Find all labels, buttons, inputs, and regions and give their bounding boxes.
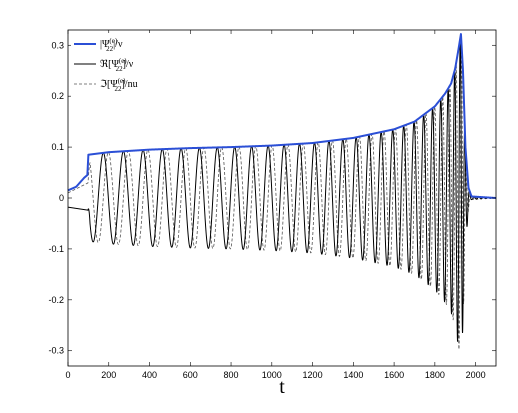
legend-sub: 22 xyxy=(116,65,124,73)
legend-post: ]/ν xyxy=(123,59,134,70)
legend-sup: (e) xyxy=(119,57,127,65)
series-line-imag xyxy=(67,41,497,350)
series-line-real xyxy=(67,38,497,342)
legend-post: ]/nu xyxy=(121,79,137,90)
legend-sup: (e) xyxy=(109,37,117,45)
legend-pre: |Ψ xyxy=(100,39,110,50)
y-axis-ticks: -0.3 -0.2 -0.1 0 0.1 0.2 0.3 xyxy=(48,40,496,356)
x-tick-label: 200 xyxy=(101,370,116,380)
x-axis-ticks: 0 200 400 600 800 1000 1200 1400 1600 1800 2000 xyxy=(65,30,486,380)
y-tick-label: 0 xyxy=(59,193,64,203)
legend-pre: ℑ[Ψ xyxy=(100,79,118,90)
x-axis-label: t xyxy=(279,376,285,398)
legend-sub: 22 xyxy=(106,45,114,53)
legend-entry-imag: ℑ[Ψ(e) 22]/nu xyxy=(100,77,138,93)
legend-entry-amplitude: |Ψ(e) 22|/ν xyxy=(100,37,123,53)
series-line-amplitude xyxy=(67,33,497,199)
x-tick-label: 1400 xyxy=(343,370,363,380)
legend-pre: ℜ[Ψ xyxy=(100,59,119,70)
legend-post: |/ν xyxy=(113,39,123,50)
x-tick-label: 600 xyxy=(183,370,198,380)
x-tick-label: 0 xyxy=(65,370,70,380)
x-tick-label: 400 xyxy=(142,370,157,380)
x-tick-label: 1000 xyxy=(262,370,282,380)
legend-sub: 22 xyxy=(114,85,122,93)
x-tick-label: 1600 xyxy=(384,370,404,380)
y-tick-label: -0.2 xyxy=(48,295,64,305)
y-tick-label: 0.1 xyxy=(51,142,64,152)
legend: |Ψ(e) 22|/νℜ[Ψ(e) 22]/νℑ[Ψ(e) 22]/nu xyxy=(71,33,175,99)
legend-entry-real: ℜ[Ψ(e) 22]/ν xyxy=(100,57,134,73)
x-tick-label: 1800 xyxy=(425,370,445,380)
y-tick-label: 0.2 xyxy=(51,91,64,101)
legend-sup: (e) xyxy=(118,77,126,85)
y-tick-label: -0.1 xyxy=(48,244,64,254)
x-tick-label: 2000 xyxy=(466,370,486,380)
x-tick-label: 800 xyxy=(224,370,239,380)
y-tick-label: -0.3 xyxy=(48,346,64,356)
x-tick-label: 1200 xyxy=(303,370,323,380)
y-tick-label: 0.3 xyxy=(51,40,64,50)
series-layer xyxy=(67,33,497,350)
